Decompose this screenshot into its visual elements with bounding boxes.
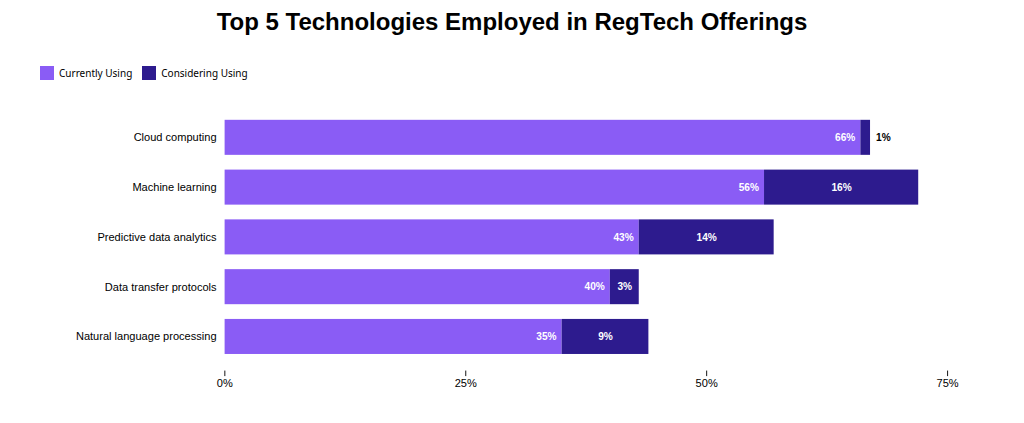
svg-text:1%: 1% <box>876 132 891 143</box>
svg-text:Data transfer protocols: Data transfer protocols <box>105 281 217 293</box>
svg-text:25%: 25% <box>455 377 477 389</box>
svg-text:40%: 40% <box>585 281 605 292</box>
svg-text:Machine learning: Machine learning <box>132 181 216 193</box>
svg-text:Natural language processing: Natural language processing <box>76 330 217 342</box>
svg-text:56%: 56% <box>739 182 759 193</box>
svg-text:35%: 35% <box>536 331 556 342</box>
svg-text:3%: 3% <box>617 281 632 292</box>
svg-text:14%: 14% <box>697 232 717 243</box>
svg-text:Predictive data analytics: Predictive data analytics <box>97 231 217 243</box>
html-text:Currently Using: Currently Using <box>59 65 133 80</box>
svg-text:43%: 43% <box>613 232 633 243</box>
svg-text:75%: 75% <box>937 377 959 389</box>
html-text:Top 5 Technologies Employed in: Top 5 Technologies Employed in RegTech O… <box>216 8 808 35</box>
svg-text:0%: 0% <box>217 377 233 389</box>
svg-text:Cloud computing: Cloud computing <box>134 131 217 143</box>
svg-text:9%: 9% <box>598 331 613 342</box>
svg-text:50%: 50% <box>696 377 718 389</box>
html-text:Considering Using: Considering Using <box>161 65 248 80</box>
svg-text:66%: 66% <box>835 132 855 143</box>
svg-text:16%: 16% <box>831 182 851 193</box>
